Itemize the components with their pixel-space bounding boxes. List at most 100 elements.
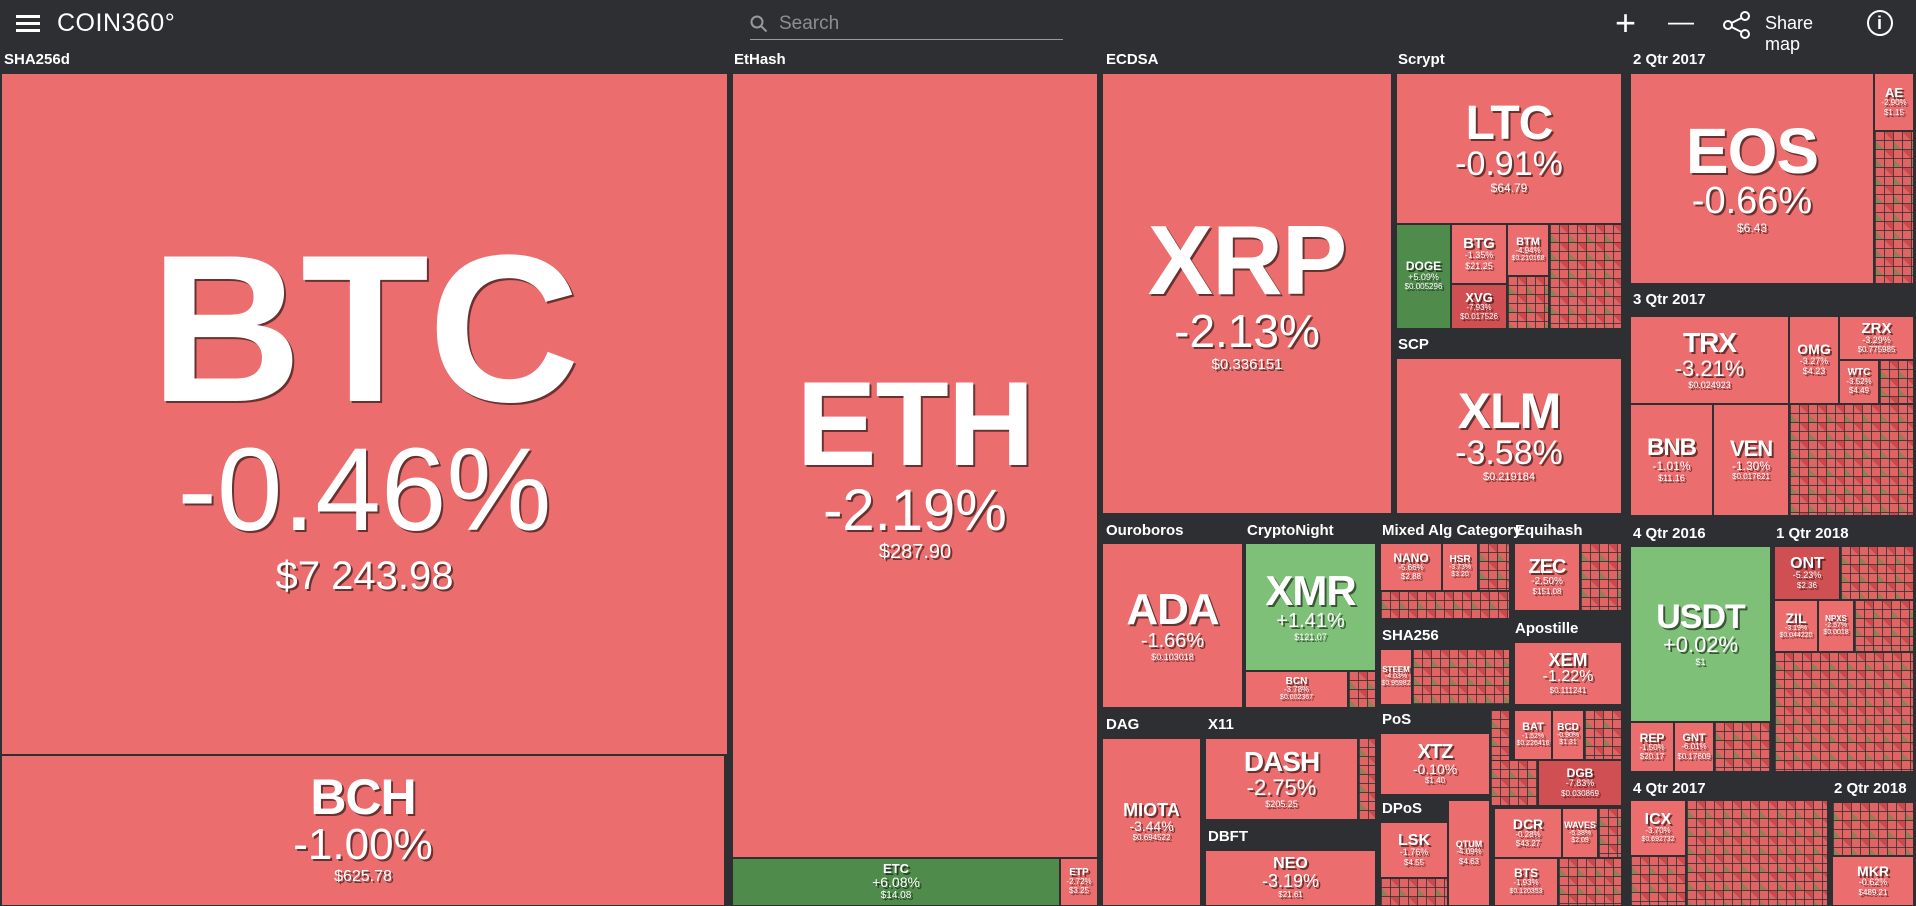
small-coins-mosaic-q4-2017[interactable] <box>1686 800 1828 906</box>
coin-tile-gnt[interactable]: GNT -6.01% $0.17609 <box>1674 722 1714 772</box>
small-coins-mosaic-mixed[interactable] <box>1380 591 1510 619</box>
small-coins-mosaic-misc-2[interactable] <box>1490 760 1538 806</box>
coin-tile-bnb[interactable]: BNB -1.01% $11.16 <box>1630 404 1713 516</box>
coin-tile-zec[interactable]: ZEC -2.50% $151.08 <box>1514 543 1580 611</box>
share-icon <box>1723 11 1750 39</box>
small-coins-mosaic-q2-2017[interactable] <box>1874 131 1914 284</box>
coin-symbol: EOS <box>1685 115 1819 188</box>
small-coins-mosaic-sha256[interactable] <box>1412 649 1510 705</box>
coin-tile-bcd[interactable]: BCD -0.90% $1.31 <box>1552 710 1584 760</box>
info-button[interactable]: i <box>1866 9 1894 37</box>
category-apostille: Apostille <box>1515 620 1579 637</box>
coin-tile-xem[interactable]: XEM -1.22% $0.111241 <box>1514 642 1622 705</box>
coin-tile-mkr[interactable]: MKR -0.62% $489.21 <box>1832 856 1914 906</box>
coin-symbol: DGB <box>1566 765 1594 780</box>
coin-change: -0.10% <box>1412 760 1458 777</box>
coin-tile-ont[interactable]: ONT -5.23% $2.36 <box>1774 546 1840 600</box>
small-coins-mosaic-q4-2017-2[interactable] <box>1630 856 1686 906</box>
coin-tile-doge[interactable]: DOGE +5.09% $0.005296 <box>1396 224 1451 329</box>
app-logo[interactable]: COIN360° <box>57 9 176 37</box>
coin-change: -0.28% <box>1515 829 1541 839</box>
coin-tile-npxs[interactable]: NPXS -2.57% $0.0018 <box>1818 600 1854 652</box>
category-q4-2017: 4 Qtr 2017 <box>1633 780 1706 797</box>
coin-price: $4.55 <box>1403 857 1425 867</box>
coin-tile-btg[interactable]: BTG -1.35% $21.25 <box>1451 224 1507 284</box>
coin-tile-xrp[interactable]: XRP -2.13% $0.336151 <box>1102 73 1392 514</box>
coin-tile-dash[interactable]: DASH -2.75% $205.25 <box>1205 738 1358 820</box>
coin-change: +1.41% <box>1276 610 1345 633</box>
coin-tile-miota[interactable]: MIOTA -3.44% $0.694522 <box>1102 738 1201 906</box>
small-coins-mosaic-scrypt-2[interactable] <box>1507 276 1549 329</box>
coin-tile-zil[interactable]: ZIL -3.19% $0.044220 <box>1774 600 1818 652</box>
search-box[interactable] <box>750 10 1063 40</box>
coin-tile-xvg[interactable]: XVG -7.93% $0.017526 <box>1451 284 1507 329</box>
small-coins-mosaic-q3-2017-a[interactable] <box>1879 360 1914 404</box>
coin-tile-wtc[interactable]: WTC -3.52% $4.49 <box>1839 360 1879 404</box>
coin-tile-neo[interactable]: NEO -3.19% $21.61 <box>1205 850 1376 906</box>
small-coins-mosaic-dpos-2[interactable] <box>1598 808 1622 858</box>
coin-tile-etc[interactable]: ETC +6.08% $14.08 <box>732 858 1060 906</box>
coin-price: $0.030869 <box>1561 788 1599 798</box>
coin-change: -3.19% <box>1784 624 1808 632</box>
small-coins-mosaic-q4-2016[interactable] <box>1714 722 1771 772</box>
small-coins-mosaic-dpos[interactable] <box>1380 878 1448 906</box>
coin-tile-zrx[interactable]: ZRX -3.29% $0.775985 <box>1839 316 1914 360</box>
coin-change: -1.93% <box>1513 878 1539 888</box>
coin-tile-xlm[interactable]: XLM -3.58% $0.219184 <box>1396 358 1622 514</box>
coin-tile-xtz[interactable]: XTZ -0.10% $1.40 <box>1380 733 1490 795</box>
coin-tile-lsk[interactable]: LSK -1.76% $4.55 <box>1380 822 1448 878</box>
small-coins-mosaic-cryptonight[interactable] <box>1348 671 1376 708</box>
zoom-in-button[interactable]: + <box>1615 2 1637 43</box>
coin-tile-nano[interactable]: NANO -5.66% $2.88 <box>1380 543 1442 591</box>
menu-icon[interactable] <box>16 11 40 36</box>
small-coins-mosaic-dpos-3[interactable] <box>1558 858 1622 906</box>
coin-price: $0.002367 <box>1279 694 1314 702</box>
search-input[interactable] <box>777 12 1041 36</box>
coin-tile-hsr[interactable]: HSR -3.73% $3.20 <box>1442 543 1478 591</box>
coin-tile-ae[interactable]: AE -2.90% $1.15 <box>1874 73 1914 131</box>
small-coins-mosaic-x11[interactable] <box>1358 738 1376 820</box>
small-coins-mosaic-mixed-2[interactable] <box>1478 543 1510 591</box>
share-map-button[interactable]: Share map <box>1722 10 1848 54</box>
coin-tile-qtum[interactable]: QTUM -4.09% $4.63 <box>1448 800 1490 906</box>
coin-tile-icx[interactable]: ICX -3.70% $0.692732 <box>1630 800 1686 856</box>
coin-tile-btc[interactable]: BTC -0.46% $7 243.98 <box>1 73 728 755</box>
small-coins-mosaic-q1-2018[interactable] <box>1840 546 1914 600</box>
small-coins-mosaic-q2-2018[interactable] <box>1832 802 1914 856</box>
coin-tile-eos[interactable]: EOS -0.66% $6.43 <box>1630 73 1874 284</box>
coin-tile-omg[interactable]: OMG -3.27% $4.23 <box>1789 316 1839 404</box>
coin-tile-waves[interactable]: WAVES -5.38% $2.09 <box>1562 808 1598 858</box>
coin-change: -2.50% <box>1531 575 1563 587</box>
small-coins-mosaic-equihash[interactable] <box>1580 543 1622 611</box>
coin-tile-etp[interactable]: ETP -2.72% $3.25 <box>1060 858 1098 906</box>
coin-tile-dgb[interactable]: DGB -7.83% $0.030869 <box>1538 760 1622 806</box>
coin-tile-ven[interactable]: VEN -1.30% $0.017621 <box>1713 404 1789 516</box>
coin-tile-xmr[interactable]: XMR +1.41% $121.07 <box>1245 543 1376 671</box>
coin-tile-bat[interactable]: BAT -1.52% $0.226416 <box>1514 710 1552 760</box>
coin-symbol: ONT <box>1790 555 1824 573</box>
coin-tile-ltc[interactable]: LTC -0.91% $64.79 <box>1396 73 1622 224</box>
coin-change: -6.01% <box>1681 742 1707 752</box>
coin-tile-ada[interactable]: ADA -1.66% $0.103018 <box>1102 543 1243 708</box>
small-coins-mosaic-misc[interactable] <box>1584 710 1622 760</box>
small-coins-mosaic-q1-2018-2[interactable] <box>1854 600 1914 652</box>
coin-tile-btm[interactable]: BTM -4.94% $0.210168 <box>1507 224 1549 276</box>
small-coins-mosaic-q3-2017-b[interactable] <box>1789 404 1914 516</box>
category-mixed: Mixed Alg Category <box>1382 522 1522 539</box>
coin-symbol: WTC <box>1847 367 1871 379</box>
coin-tile-bch[interactable]: BCH -1.00% $625.78 <box>1 755 725 906</box>
small-coins-mosaic-scrypt[interactable] <box>1549 224 1622 329</box>
coin-price: $0.0018 <box>1823 629 1849 637</box>
coin-tile-bcn[interactable]: BCN -3.78% $0.002367 <box>1245 671 1348 708</box>
coin-price: $11.16 <box>1658 472 1685 483</box>
coin-tile-trx[interactable]: TRX -3.21% $0.024923 <box>1630 316 1789 404</box>
small-coins-mosaic-q1-2018-3[interactable] <box>1774 652 1914 772</box>
zoom-out-button[interactable]: — <box>1668 6 1694 36</box>
coin-tile-steem[interactable]: STEEM -4.03% $0.95982 <box>1380 649 1412 705</box>
coin-tile-bts[interactable]: BTS -1.93% $0.120353 <box>1494 858 1558 906</box>
coin-tile-usdt[interactable]: USDT +0.02% $1 <box>1630 546 1771 722</box>
coin-tile-eth[interactable]: ETH -2.19% $287.90 <box>732 73 1098 858</box>
coin-price: $0.103018 <box>1151 651 1194 662</box>
coin-tile-rep[interactable]: REP -1.50% $20.17 <box>1630 722 1674 772</box>
coin-tile-dcr[interactable]: DCR -0.28% $43.27 <box>1494 808 1562 858</box>
